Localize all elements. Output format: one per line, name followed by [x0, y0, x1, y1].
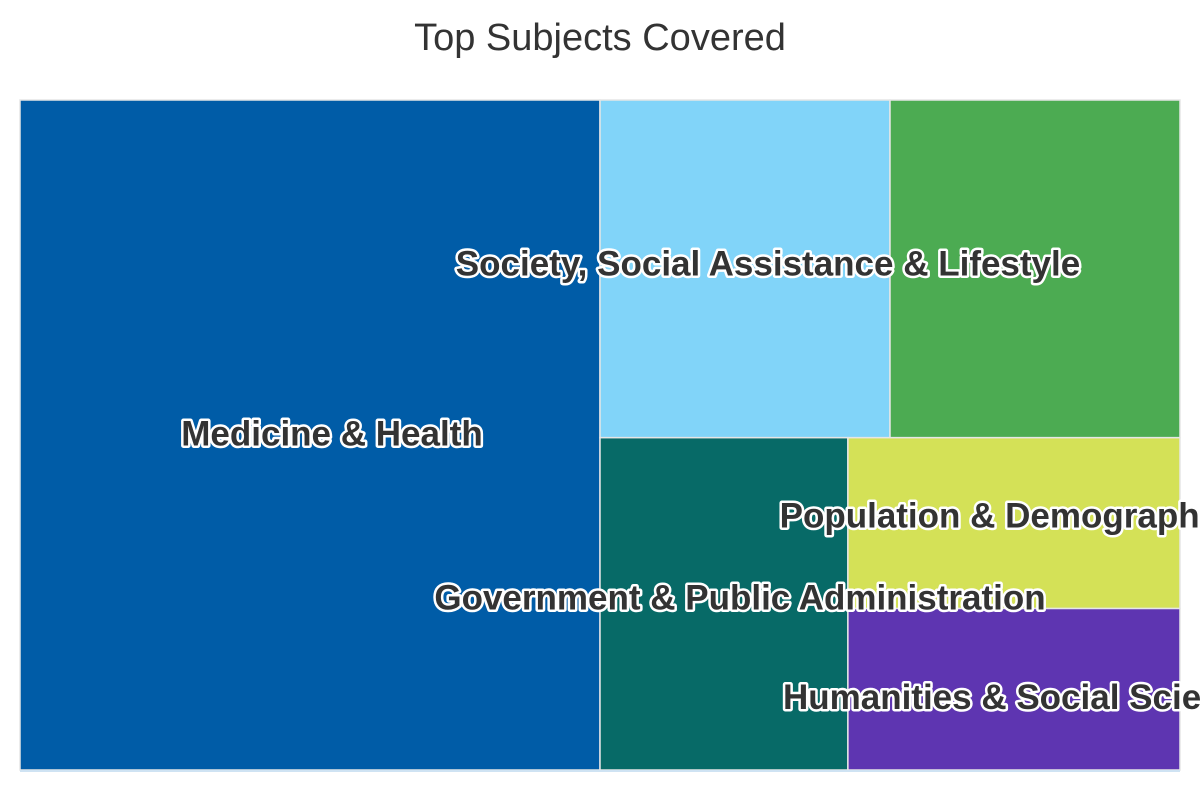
label-government: Government & Public Administration [434, 578, 1045, 617]
chart-title: Top Subjects Covered [414, 17, 786, 59]
cell-society-part-a[interactable] [599, 99, 891, 439]
label-population: Population & Demographics [780, 497, 1200, 536]
label-medicine-health: Medicine & Health [181, 415, 482, 454]
cell-society-part-b[interactable] [889, 99, 1181, 439]
label-society: Society, Social Assistance & Lifestyle [456, 244, 1080, 283]
label-humanities: Humanities & Social Sciences [783, 678, 1200, 717]
cell-government[interactable] [599, 436, 849, 771]
cell-medicine-health[interactable] [19, 99, 601, 771]
treemap-labels: Medicine & Health Society, Social Assista… [179, 242, 1200, 719]
treemap-cells [19, 99, 1181, 772]
